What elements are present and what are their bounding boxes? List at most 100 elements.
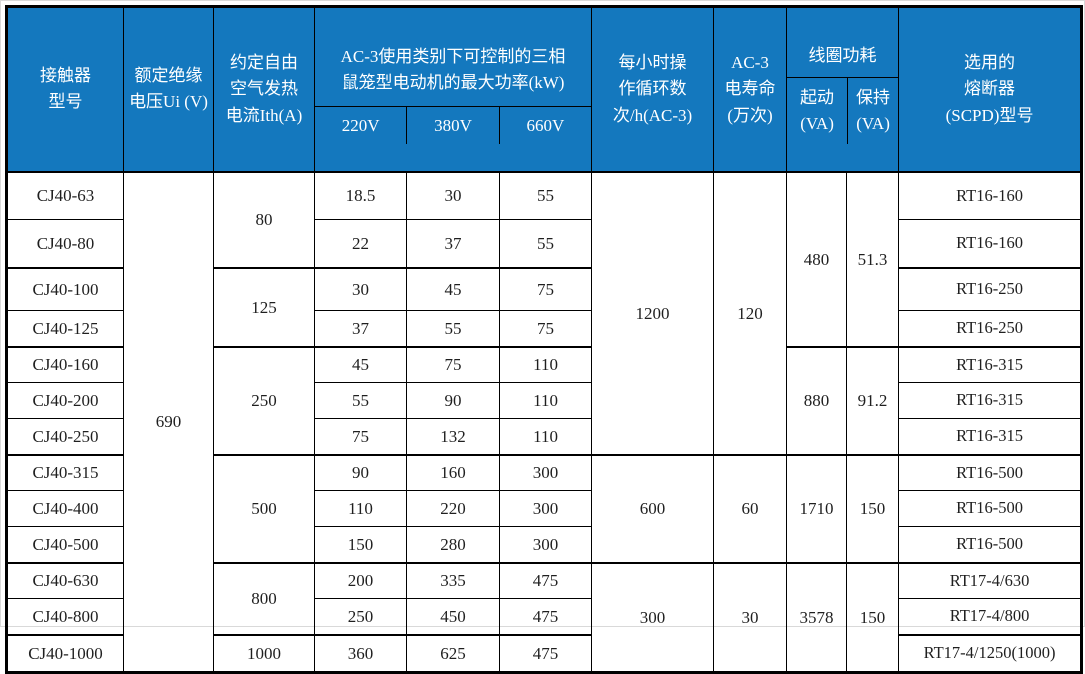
cell-power-380: 55 xyxy=(406,310,500,348)
cell-electrical-life: 30 xyxy=(713,561,788,674)
cell-model: CJ40-1000 xyxy=(6,633,124,674)
cell-power-220: 37 xyxy=(314,310,407,348)
cell-power-220: 55 xyxy=(314,382,407,420)
cell-fuse: RT17-4/800 xyxy=(898,598,1083,636)
cell-power-380: 450 xyxy=(406,598,500,636)
cell-power-660: 300 xyxy=(498,490,593,528)
cell-power-220: 18.5 xyxy=(314,171,407,221)
cell-fuse: RT16-315 xyxy=(898,418,1083,456)
cell-power-660: 475 xyxy=(498,598,593,636)
cell-power-220: 30 xyxy=(314,266,407,312)
cell-fuse: RT16-500 xyxy=(898,490,1083,528)
cell-fuse: RT16-315 xyxy=(898,345,1083,384)
cell-model: CJ40-500 xyxy=(6,526,124,564)
coil-group-label: 线圈功耗 xyxy=(787,34,898,79)
cell-power-660: 55 xyxy=(498,171,593,221)
header-fuse: 选用的 熔断器 (SCPD)型号 xyxy=(898,5,1083,173)
cell-model: CJ40-160 xyxy=(6,345,124,384)
cell-model: CJ40-200 xyxy=(6,382,124,420)
header-model: 接触器 型号 xyxy=(6,5,124,173)
cell-power-380: 132 xyxy=(406,418,500,456)
cell-fuse: RT16-250 xyxy=(898,310,1083,348)
cell-power-220: 250 xyxy=(314,598,407,636)
cell-fuse: RT16-315 xyxy=(898,382,1083,420)
cell-coil-hold: 150 xyxy=(846,561,900,674)
cell-power-380: 220 xyxy=(406,490,500,528)
cell-fuse: RT17-4/630 xyxy=(898,561,1083,600)
cell-coil-start: 480 xyxy=(786,171,848,348)
cell-model: CJ40-315 xyxy=(6,453,124,492)
cell-power-660: 300 xyxy=(498,453,593,492)
cell-model: CJ40-630 xyxy=(6,561,124,600)
cell-thermal-current: 125 xyxy=(213,266,315,348)
cell-power-380: 335 xyxy=(406,561,500,600)
cell-coil-hold: 91.2 xyxy=(846,345,900,456)
cell-fuse: RT16-160 xyxy=(898,171,1083,221)
header-insulation-voltage: 额定绝缘 电压Ui (V) xyxy=(123,5,214,173)
cell-power-220: 45 xyxy=(314,345,407,384)
header-coil-group: 线圈功耗 起动 (VA) 保持 (VA) xyxy=(786,5,900,173)
cell-electrical-life: 60 xyxy=(713,453,788,564)
cell-power-660: 75 xyxy=(498,310,593,348)
cell-power-380: 160 xyxy=(406,453,500,492)
header-thermal-current: 约定自由 空气发热 电流Ith(A) xyxy=(213,5,315,173)
cell-power-380: 45 xyxy=(406,266,500,312)
cell-power-660: 55 xyxy=(498,219,593,269)
cell-fuse: RT16-500 xyxy=(898,526,1083,564)
cell-model: CJ40-100 xyxy=(6,266,124,312)
cell-power-380: 90 xyxy=(406,382,500,420)
header-220v: 220V xyxy=(341,115,380,135)
cell-model: CJ40-400 xyxy=(6,490,124,528)
cell-thermal-current: 1000 xyxy=(213,633,315,674)
table-row: CJ40-63 690 80 18.5 30 55 1200 120 480 5… xyxy=(6,171,1083,674)
cell-thermal-current: 500 xyxy=(213,453,315,564)
cell-thermal-current: 800 xyxy=(213,561,315,636)
table-row: CJ40-80 22 37 55 RT16-160 xyxy=(6,219,1083,269)
cell-power-380: 30 xyxy=(406,171,500,221)
cell-insulation-voltage: 690 xyxy=(123,171,214,674)
header-660v: 660V xyxy=(498,107,591,145)
cell-fuse: RT16-250 xyxy=(898,266,1083,312)
cell-cycles: 600 xyxy=(591,453,715,564)
table-row: CJ40-160 250 45 75 110 880 91.2 RT16-315 xyxy=(6,345,1083,456)
cell-cycles: 1200 xyxy=(591,171,715,456)
cell-coil-start: 1710 xyxy=(786,453,848,564)
table-row: CJ40-400 110 220 300 RT16-500 xyxy=(6,490,1083,528)
header-cycles: 每小时操 作循环数 次/h(AC-3) xyxy=(591,5,715,173)
cell-power-220: 150 xyxy=(314,526,407,564)
table-row: CJ40-250 75 132 110 RT16-315 xyxy=(6,418,1083,456)
cell-thermal-current: 250 xyxy=(213,345,315,456)
cell-power-220: 200 xyxy=(314,561,407,600)
cell-model: CJ40-63 xyxy=(6,171,124,221)
cell-model: CJ40-80 xyxy=(6,219,124,269)
power-subheaders: 220V 380V 660V xyxy=(316,107,591,145)
cell-power-660: 110 xyxy=(498,418,593,456)
cell-fuse: RT16-160 xyxy=(898,219,1083,269)
cell-thermal-current: 80 xyxy=(213,171,315,269)
cell-coil-hold: 150 xyxy=(846,453,900,564)
cell-fuse: RT16-500 xyxy=(898,453,1083,492)
table-row: CJ40-100 125 30 45 75 RT16-250 xyxy=(6,266,1083,348)
table-row: CJ40-315 500 90 160 300 600 60 1710 150 … xyxy=(6,453,1083,564)
table-row: CJ40-500 150 280 300 RT16-500 xyxy=(6,526,1083,564)
cell-power-220: 360 xyxy=(314,633,407,674)
header-coil-hold: 保持 (VA) xyxy=(847,78,898,145)
power-group: AC-3使用类别下可控制的三相 鼠笼型电动机的最大功率(kW) 220V 380… xyxy=(315,34,591,145)
cell-power-220: 75 xyxy=(314,418,407,456)
power-group-label: AC-3使用类别下可控制的三相 鼠笼型电动机的最大功率(kW) xyxy=(315,34,591,108)
header-electrical-life: AC-3 电寿命 (万次) xyxy=(713,5,788,173)
header-coil-start: 起动 (VA) xyxy=(800,88,835,134)
coil-group: 线圈功耗 起动 (VA) 保持 (VA) xyxy=(787,34,898,145)
cell-power-660: 475 xyxy=(498,561,593,600)
cell-power-220: 22 xyxy=(314,219,407,269)
cell-coil-hold: 51.3 xyxy=(846,171,900,348)
table-body: CJ40-63 690 80 18.5 30 55 1200 120 480 5… xyxy=(6,171,1083,674)
cell-power-660: 300 xyxy=(498,526,593,564)
cell-power-380: 75 xyxy=(406,345,500,384)
table-row: CJ40-200 55 90 110 RT16-315 xyxy=(6,382,1083,420)
table-header: 接触器 型号 额定绝缘 电压Ui (V) 约定自由 空气发热 电流Ith(A) … xyxy=(6,5,1083,173)
cell-power-660: 110 xyxy=(498,345,593,384)
cell-coil-start: 880 xyxy=(786,345,848,456)
cell-model: CJ40-125 xyxy=(6,310,124,348)
